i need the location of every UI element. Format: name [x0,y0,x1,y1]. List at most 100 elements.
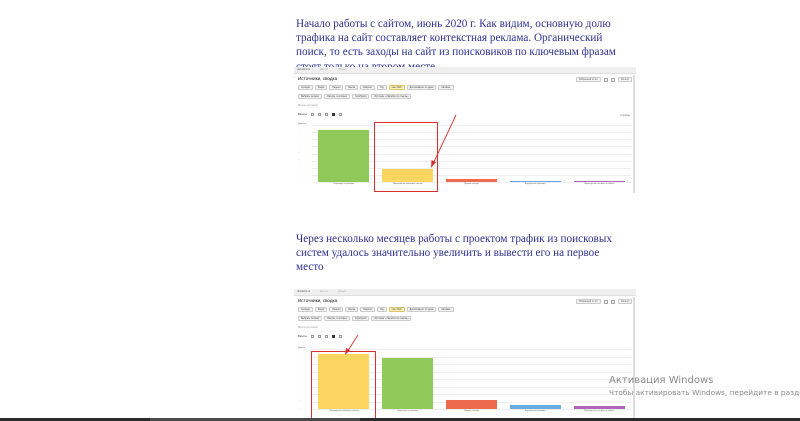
period-quarter[interactable]: Квартал [360,85,375,90]
period-filters: Сегодня Вчера Неделя Месяц Квартал Год и… [298,85,454,90]
period-year[interactable]: Год [376,307,387,312]
topbar-site: domainfo.ru [297,290,311,293]
chart-bar[interactable] [318,354,370,409]
period-custom[interactable]: июн 2020 [388,307,405,312]
chart-line-icon[interactable] [310,335,314,338]
chart-line-icon[interactable] [310,113,314,116]
favorite-report-button[interactable]: Избранный отчёт [575,77,601,82]
filter-button[interactable]: Фильтр [617,77,632,82]
export-icon[interactable] [610,77,615,82]
gridline [312,125,631,126]
arrow-annotation-1 [431,114,457,168]
gridline [312,371,631,373]
attribution-select[interactable]: Атрибуция [351,316,370,321]
y-tick-label: — [298,385,301,387]
columns-select[interactable]: Столбцы [620,114,630,117]
period-custom[interactable]: июн 2020 [388,85,405,90]
period-today[interactable]: Сегодня [298,307,313,312]
gridline [312,174,631,176]
group-label: Визиты [298,335,307,338]
visits-label: Визиты источник [298,326,318,329]
detail-select[interactable]: Детализация: по дням [406,307,437,312]
windows-activation-watermark: Активация Windows Чтобы активировать Win… [609,375,800,397]
gridline [312,349,631,350]
chart-bar[interactable] [382,357,434,409]
period-week[interactable]: Неделя [329,85,344,90]
y-tick-label: — [298,355,301,357]
chart-table-icon[interactable] [338,335,342,338]
period-quarter[interactable]: Квартал [360,307,375,312]
segment-row: Выбрать сегмент Визиты, в которых Атрибу… [298,316,412,321]
source-filter[interactable]: Источник: «Перейти по ссылке» [371,316,412,321]
period-month[interactable]: Месяц [345,307,359,312]
scrollbar[interactable] [633,75,635,193]
chart-pie-icon[interactable] [324,335,328,338]
visits-filter[interactable]: Визиты, в которых [324,94,350,99]
sampling-select[interactable]: Автомат. [438,85,454,90]
gridline [312,182,631,183]
period-yesterday[interactable]: Вчера [314,85,328,90]
attribution-select[interactable]: Атрибуция [351,94,370,99]
topbar-object: Объект [338,68,347,71]
taskbar [0,418,800,421]
chart-bar[interactable] [445,179,497,182]
chart-type-row: Визиты [298,113,342,116]
visits-filter[interactable]: Визиты, в которых [324,316,350,321]
highlight-box [311,351,376,419]
traffic-bar-chart-after: — — — — — — — — — Переходы из поисковых систем Пер… [298,348,631,415]
save-icon[interactable] [603,299,608,304]
report-screenshot-after: domainfo.ru Доступ Объект Источники, сво… [294,289,636,421]
chart-bar[interactable] [445,399,497,409]
x-tick-label: Внутренние переходы [524,183,546,185]
segment-select[interactable]: Выбрать сегмент [298,316,323,321]
save-icon[interactable] [603,77,608,82]
x-tick-label: Прямые заходы [464,410,479,412]
segment-select[interactable]: Выбрать сегмент [298,94,323,99]
chart-bar-icon[interactable] [331,335,335,338]
scrollbar[interactable] [633,297,635,421]
topbar-site: domainfo.ru [297,68,311,71]
chart-bar-icon[interactable] [331,113,335,116]
y-tick-label: — [298,370,301,372]
gridline [312,394,631,395]
period-year[interactable]: Год [376,85,387,90]
chart-bar[interactable] [509,404,561,409]
y-tick-label: — [298,362,301,365]
gridline [312,153,631,155]
chart-area-icon[interactable] [317,335,321,338]
chart-bar[interactable] [509,180,561,182]
chart-area-icon[interactable] [317,113,321,116]
chart-bar[interactable] [318,130,370,182]
x-tick-label: Переходы из поисковых систем [329,410,359,412]
chart-pie-icon[interactable] [324,113,328,116]
segment-row: Выбрать сегмент Визиты, в которых Атрибу… [298,94,412,99]
favorite-report-button[interactable]: Избранный отчёт [575,299,601,304]
source-filter[interactable]: Источник: «Перейти по ссылке» [371,94,412,99]
y-tick-label: — [298,392,301,395]
period-today[interactable]: Сегодня [298,85,313,90]
arrow-annotation-2 [345,334,359,355]
period-month[interactable]: Месяц [345,85,359,90]
sampling-select[interactable]: Автомат. [438,307,454,312]
chart-type-row: Визиты [298,335,342,338]
period-week[interactable]: Неделя [329,307,344,312]
chart-bar[interactable] [382,169,434,182]
chart-bar[interactable] [573,180,625,182]
y-tick-label: — [298,407,301,410]
y-tick-label: — [298,144,301,147]
export-icon[interactable] [610,299,615,304]
y-tick-label: — [298,123,301,126]
y-tick-label: — [298,400,301,402]
y-tick-label: — [298,180,301,183]
chart-bar[interactable] [573,405,625,409]
detail-select[interactable]: Детализация: по дням [406,85,437,90]
report-title: Источники, сводка [298,298,338,303]
dashboard-topbar: domainfo.ru Доступ Объект [294,289,636,296]
report-tools: Избранный отчёт Фильтр [575,77,632,82]
period-yesterday[interactable]: Вчера [314,307,328,312]
taskbar-accent [150,418,360,421]
filter-button[interactable]: Фильтр [617,299,632,304]
chart-table-icon[interactable] [338,113,342,116]
watermark-subtitle: Чтобы активировать Windows, перейдите в … [609,388,800,397]
gridline [312,386,631,388]
